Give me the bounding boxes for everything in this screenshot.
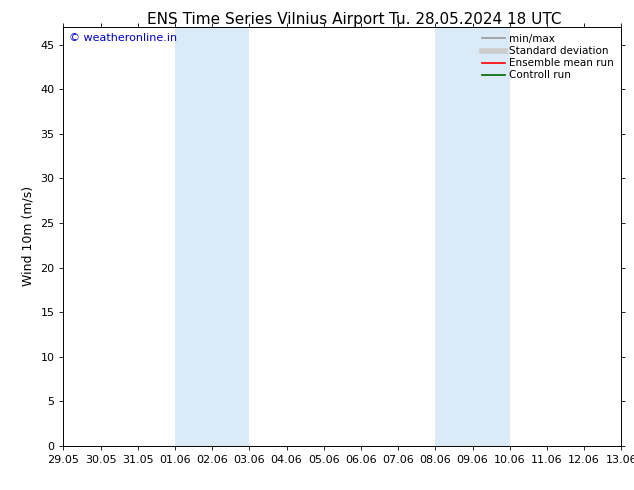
Bar: [175, 27, 249, 446]
Text: Tu. 28.05.2024 18 UTC: Tu. 28.05.2024 18 UTC: [389, 12, 562, 27]
Y-axis label: Wind 10m (m/s): Wind 10m (m/s): [22, 186, 35, 287]
Legend: min/max, Standard deviation, Ensemble mean run, Controll run: min/max, Standard deviation, Ensemble me…: [480, 32, 616, 83]
Text: © weatheronline.in: © weatheronline.in: [69, 33, 177, 43]
Bar: [436, 27, 510, 446]
Text: ENS Time Series Vilnius Airport: ENS Time Series Vilnius Airport: [148, 12, 385, 27]
